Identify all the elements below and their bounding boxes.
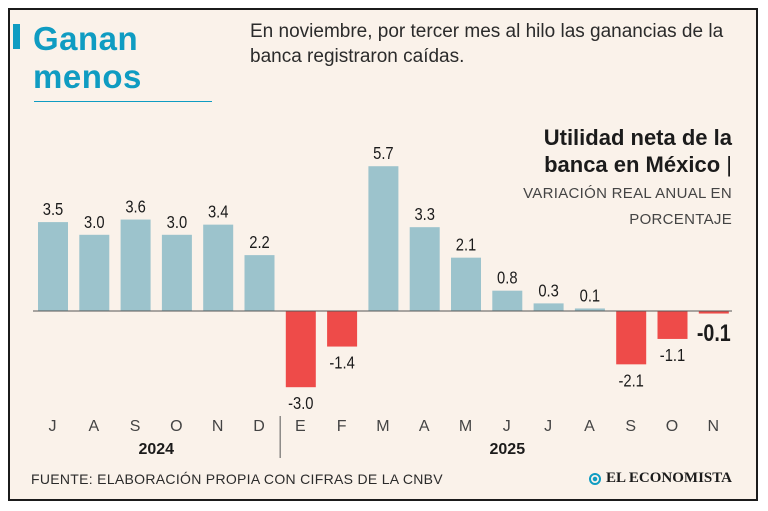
bar-7 (327, 311, 358, 347)
month-label-16: N (708, 418, 721, 435)
data-label-5: 2.2 (249, 233, 269, 253)
chart-title-line2: banca en México (544, 152, 721, 177)
year-label-0: 2024 (138, 441, 174, 458)
bar-2 (120, 219, 151, 311)
headline-accent-bar (13, 24, 20, 49)
chart-title-line1: Utilidad neta de la (543, 125, 732, 150)
chart-title: Utilidad neta de la banca en México | (544, 124, 732, 178)
month-label-15: O (666, 418, 679, 435)
month-label-10: M (459, 418, 473, 435)
month-label-14: S (625, 418, 637, 435)
year-label-1: 2025 (490, 441, 526, 458)
data-label-15: -1.1 (660, 346, 685, 366)
data-label-7: -1.4 (329, 353, 354, 373)
headline: Ganan menos (33, 20, 142, 96)
data-label-16: -0.1 (697, 319, 731, 346)
chart-title-separator: | (726, 152, 732, 177)
data-label-12: 0.3 (538, 281, 558, 301)
month-label-12: J (544, 418, 553, 435)
bar-14 (616, 311, 647, 365)
month-label-2: S (130, 418, 142, 435)
data-label-1: 3.0 (84, 212, 104, 232)
data-label-2: 3.6 (125, 197, 145, 217)
month-label-5: D (253, 418, 266, 435)
bar-8 (368, 166, 399, 311)
data-label-3: 3.0 (167, 212, 187, 232)
bar-11 (492, 290, 523, 311)
headline-rule (34, 101, 212, 102)
month-label-7: F (337, 418, 348, 435)
data-label-14: -2.1 (618, 371, 643, 391)
month-label-9: A (419, 418, 431, 435)
bar-13 (574, 308, 605, 311)
bar-5 (244, 255, 275, 311)
bar-0 (38, 222, 68, 311)
data-label-4: 3.4 (208, 202, 228, 222)
bar-6 (285, 311, 316, 388)
subtitle: En noviembre, por tercer mes al hilo las… (250, 21, 724, 67)
month-label-0: J (49, 418, 58, 435)
headline-line2: menos (33, 58, 142, 95)
month-label-3: O (170, 418, 183, 435)
data-label-11: 0.8 (497, 268, 517, 288)
month-label-11: J (503, 418, 512, 435)
bar-15 (657, 311, 688, 339)
bar-16 (698, 311, 729, 314)
brand-name: EL ECONOMISTA (606, 470, 732, 486)
headline-line1: Ganan (33, 20, 139, 57)
data-label-0: 3.5 (43, 200, 63, 220)
bar-9 (409, 227, 440, 311)
month-label-6: E (295, 418, 307, 435)
bar-10 (451, 257, 481, 311)
month-label-8: M (376, 418, 390, 435)
chart-subtitle: VARIACIÓN REAL ANUAL EN PORCENTAJE (523, 185, 732, 228)
bar-4 (203, 224, 234, 311)
data-label-10: 2.1 (456, 235, 476, 255)
month-label-1: A (88, 418, 100, 435)
bar-1 (79, 234, 110, 311)
data-label-13: 0.1 (580, 286, 600, 306)
data-label-6: -3.0 (288, 394, 313, 414)
data-label-9: 3.3 (414, 205, 434, 225)
brand-globe-icon (589, 472, 601, 485)
source-note: FUENTE: ELABORACIÓN PROPIA CON CIFRAS DE… (31, 471, 443, 487)
bar-12 (533, 303, 564, 311)
brand-logo: EL ECONOMISTA (589, 470, 732, 487)
month-label-4: N (212, 418, 225, 435)
data-label-8: 5.7 (373, 144, 393, 164)
bar-3 (161, 234, 192, 311)
month-label-13: A (584, 418, 596, 435)
